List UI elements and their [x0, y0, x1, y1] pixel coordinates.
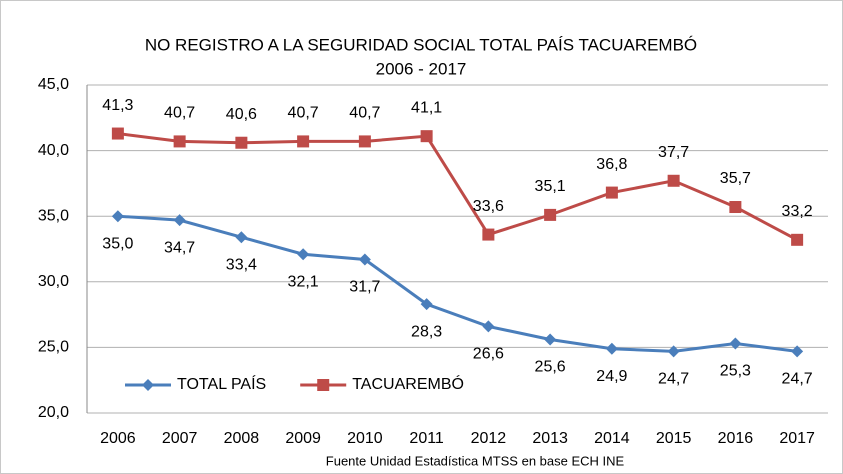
point-marker	[482, 228, 495, 241]
data-label: 35,0	[102, 235, 133, 252]
data-label: 33,6	[473, 198, 504, 215]
data-label: 36,8	[596, 156, 627, 173]
x-tick-label: 2013	[532, 430, 568, 447]
data-label: 41,1	[411, 99, 442, 116]
data-label: 25,3	[720, 363, 751, 380]
x-tick-label: 2017	[779, 430, 815, 447]
source-note: Fuente Unidad Estadística MTSS en base E…	[326, 453, 625, 468]
point-marker	[482, 320, 495, 333]
y-tick-label: 40,0	[38, 142, 69, 159]
point-marker	[173, 135, 186, 148]
x-tick-label: 2010	[347, 430, 383, 447]
point-marker	[297, 135, 310, 148]
point-marker	[111, 127, 124, 140]
data-label: 35,1	[535, 178, 566, 195]
data-label: 31,7	[349, 279, 380, 296]
point-marker	[420, 130, 433, 143]
point-marker	[667, 174, 680, 187]
data-label: 34,7	[164, 239, 195, 256]
point-marker	[605, 186, 618, 199]
point-marker	[297, 248, 310, 261]
x-tick-label: 2011	[409, 430, 444, 447]
series-line	[117, 214, 798, 353]
x-tick-label: 2014	[594, 430, 630, 447]
point-marker	[605, 342, 618, 355]
point-marker	[358, 135, 371, 148]
data-label: 33,2	[782, 203, 813, 220]
point-marker	[729, 337, 742, 350]
x-tick-label: 2008	[224, 430, 260, 447]
data-label: 24,7	[782, 371, 813, 388]
point-marker	[791, 233, 804, 246]
y-tick-label: 20,0	[38, 404, 69, 421]
point-marker	[173, 214, 186, 227]
point-marker	[791, 345, 804, 358]
point-marker	[358, 253, 371, 266]
x-tick-label: 2007	[162, 430, 198, 447]
x-tick-label: 2009	[285, 430, 321, 447]
x-tick-label: 2012	[471, 430, 507, 447]
data-label: 26,6	[473, 346, 504, 363]
legend-marker	[142, 379, 154, 391]
point-marker	[729, 201, 742, 214]
legend-label: TOTAL PAÍS	[177, 374, 266, 393]
data-label: 28,3	[411, 323, 442, 340]
data-label: 24,9	[596, 368, 627, 385]
legend-marker	[317, 379, 330, 391]
data-label: 37,7	[658, 144, 689, 161]
data-label: 33,4	[226, 256, 257, 273]
point-marker	[544, 333, 557, 346]
data-label: 35,7	[720, 170, 751, 187]
point-marker	[235, 231, 248, 244]
y-tick-label: 35,0	[38, 207, 69, 224]
data-label: 25,6	[535, 359, 566, 376]
data-label: 40,6	[226, 106, 257, 123]
y-tick-label: 25,0	[38, 339, 69, 356]
legend-label: TACUAREMBÓ	[352, 374, 464, 393]
series-line	[117, 132, 798, 242]
point-marker	[667, 345, 680, 358]
point-marker	[544, 208, 557, 221]
y-tick-label: 45,0	[38, 76, 69, 93]
point-marker	[235, 136, 248, 149]
point-marker	[420, 298, 433, 311]
data-label: 40,7	[288, 105, 319, 122]
data-label: 41,3	[102, 97, 133, 114]
chart-subtitle: 2006 - 2017	[376, 59, 467, 78]
data-label: 40,7	[349, 105, 380, 122]
x-tick-label: 2016	[718, 430, 754, 447]
chart-title: NO REGISTRO A LA SEGURIDAD SOCIAL TOTAL …	[145, 35, 697, 54]
point-marker	[111, 210, 124, 223]
data-label: 40,7	[164, 105, 195, 122]
data-label: 24,7	[658, 371, 689, 388]
y-tick-label: 30,0	[38, 273, 69, 290]
data-label: 32,1	[288, 273, 319, 290]
x-tick-label: 2006	[100, 430, 136, 447]
x-tick-label: 2015	[656, 430, 692, 447]
